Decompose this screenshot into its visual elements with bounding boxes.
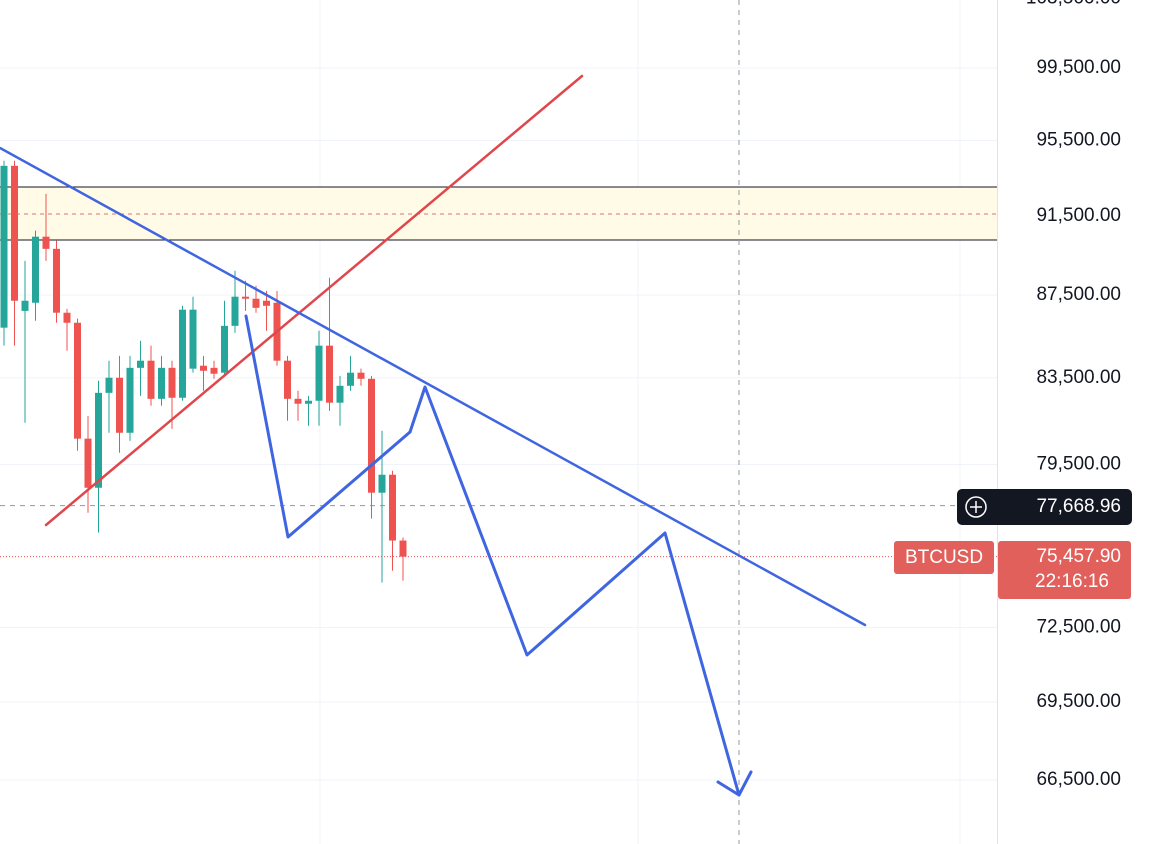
zigzag-path-b [408, 385, 741, 797]
arrow-head [716, 770, 753, 797]
candle-body [315, 345, 323, 401]
symbol-tag-bg [894, 541, 994, 574]
y-tick-label: 91,500.00 [1036, 205, 1121, 226]
candle-body [105, 377, 113, 393]
candle-body [95, 392, 102, 488]
red-trend-line [44, 74, 584, 527]
candle-body [389, 474, 396, 541]
candle-body [74, 322, 81, 439]
y-tick-label: 99,500.00 [1036, 57, 1121, 78]
candle-body [336, 385, 344, 403]
candle-body [231, 296, 239, 326]
last-price-bg [998, 541, 1131, 599]
candle-body [326, 345, 333, 403]
candle-body [210, 367, 218, 374]
crosshair-price: 77,668.96 [1036, 496, 1121, 517]
price-levels [0, 505, 997, 558]
crosshair-label-bg [957, 489, 1132, 525]
candle-body [263, 300, 270, 306]
candle-body [53, 248, 60, 313]
y-tick-label: 103,500.00 [1026, 0, 1121, 8]
candle-body [168, 367, 176, 398]
zigzag-path-a [244, 314, 412, 539]
plus-icon[interactable] [965, 496, 987, 518]
y-tick-label: 87,500.00 [1036, 284, 1121, 305]
price-scale [997, 0, 1156, 844]
candle-body [252, 298, 260, 308]
y-tick-label: 69,500.00 [1036, 691, 1121, 712]
candle-body [242, 296, 249, 299]
candle-body [126, 367, 134, 433]
last-price: 75,457.90 [1036, 546, 1121, 567]
last-price-label: BTCUSD 75,457.90 22:16:16 [894, 541, 1131, 599]
candle-body [158, 367, 165, 399]
candle-body [179, 309, 186, 398]
y-tick-label: 95,500.00 [1036, 130, 1121, 151]
candle-body [347, 372, 354, 386]
candle-body [221, 325, 228, 373]
candle-body [399, 540, 407, 557]
candle-body [84, 438, 92, 488]
candle-body [42, 236, 50, 249]
candle-body [294, 398, 302, 404]
y-tick-label: 66,500.00 [1036, 769, 1121, 790]
y-tick-label: 83,500.00 [1036, 367, 1121, 388]
candle-body [200, 365, 207, 371]
symbol-tag: BTCUSD [905, 547, 983, 568]
candle-body [368, 378, 375, 493]
zone [0, 186, 997, 241]
blue-trend-line [0, 146, 867, 627]
drawings [0, 74, 867, 797]
candle-body [11, 165, 18, 301]
candle-body [189, 309, 197, 369]
vertical-grid [319, 0, 961, 844]
candle-body [357, 372, 365, 379]
candle-body [63, 312, 71, 323]
candle-body [305, 400, 312, 404]
candle-body [0, 165, 8, 328]
candle-body [21, 300, 29, 311]
y-tick-label: 72,500.00 [1036, 616, 1121, 637]
candle-body [284, 360, 291, 399]
crosshair-label: 77,668.96 [957, 489, 1132, 525]
candle-body [137, 360, 144, 368]
y-tick-label: 79,500.00 [1036, 453, 1121, 474]
tick-labels: 103,500.00 99,500.00 95,500.00 91,500.00 87,… [1026, 0, 1121, 790]
candle-body [32, 236, 39, 303]
candle-body [147, 360, 155, 399]
countdown: 22:16:16 [1035, 571, 1109, 592]
candles [0, 160, 407, 583]
candle-body [116, 377, 123, 433]
candle-body [378, 474, 386, 493]
